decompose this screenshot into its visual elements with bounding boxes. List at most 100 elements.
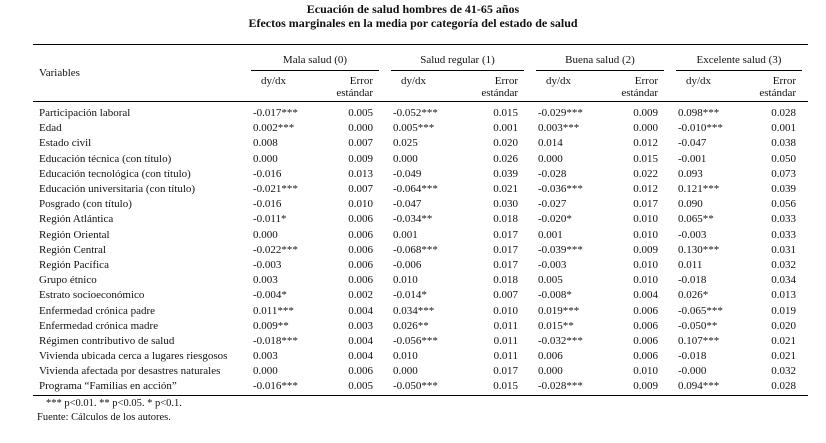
std-error-cell: 0.006 bbox=[348, 365, 373, 378]
std-error-cell: 0.017 bbox=[493, 228, 518, 241]
dydx-cell: -0.016 bbox=[253, 198, 282, 211]
dydx-header: dy/dx bbox=[530, 74, 606, 102]
dydx-cell: 0.034*** bbox=[393, 304, 435, 317]
dydx-cell: 0.000 bbox=[538, 365, 563, 378]
dydx-cell: -0.001 bbox=[678, 152, 707, 165]
std-error-cell: 0.017 bbox=[493, 243, 518, 256]
dydx-cell: 0.003 bbox=[253, 350, 278, 363]
std-error-cell: 0.039 bbox=[493, 167, 518, 180]
dydx-cell: 0.010 bbox=[393, 274, 418, 287]
std-error-cell: 0.034 bbox=[771, 274, 796, 287]
table-row: Vivienda ubicada cerca a lugares riesgos… bbox=[33, 349, 808, 364]
dydx-cell: 0.094*** bbox=[670, 379, 746, 396]
dydx-cell: -0.036*** bbox=[538, 183, 583, 196]
dydx-cell: -0.027 bbox=[538, 198, 567, 211]
variable-name: Educación tecnológica (con título) bbox=[39, 167, 191, 180]
std-error-cell: 0.010 bbox=[633, 213, 658, 226]
dydx-cell: -0.022*** bbox=[253, 243, 298, 256]
dydx-header: dy/dx bbox=[385, 74, 461, 102]
dydx-cell: 0.005*** bbox=[393, 122, 435, 135]
dydx-cell: -0.064*** bbox=[393, 183, 438, 196]
dydx-cell: 0.000 bbox=[393, 365, 418, 378]
std-error-cell: 0.004 bbox=[348, 334, 373, 347]
std-error-header: Error estándar bbox=[606, 74, 670, 102]
std-error-header: Error estándar bbox=[461, 74, 530, 102]
dydx-cell: 0.001 bbox=[393, 228, 418, 241]
std-error-cell: 0.018 bbox=[493, 274, 518, 287]
std-error-cell: 0.010 bbox=[633, 258, 658, 271]
std-error-cell: 0.031 bbox=[771, 243, 796, 256]
variable-name: Estado civil bbox=[39, 137, 92, 150]
dydx-cell: 0.008 bbox=[253, 137, 278, 150]
dydx-cell: 0.026* bbox=[678, 289, 709, 302]
table-row: Posgrado (con título) -0.016 0.010 -0.047 0.… bbox=[33, 197, 808, 212]
variable-name: Región Central bbox=[39, 243, 106, 256]
std-error-cell: 0.030 bbox=[493, 198, 518, 211]
std-error-cell: 0.039 bbox=[771, 183, 796, 196]
std-error-cell: 0.012 bbox=[633, 183, 658, 196]
table-row: Edad 0.002*** 0.000 0.005*** 0.001 0.003*** 0.… bbox=[33, 121, 808, 136]
dydx-header: dy/dx bbox=[245, 74, 321, 102]
std-error-cell: 0.006 bbox=[633, 304, 658, 317]
dydx-cell: 0.002*** bbox=[253, 122, 295, 135]
variable-name: Posgrado (con título) bbox=[39, 198, 132, 211]
dydx-cell: 0.003 bbox=[253, 274, 278, 287]
dydx-cell: 0.130*** bbox=[678, 243, 720, 256]
dydx-cell: -0.021*** bbox=[253, 183, 298, 196]
source-note: Fuente: Cálculos de los autores. bbox=[37, 412, 171, 423]
dydx-cell: 0.000 bbox=[253, 228, 278, 241]
std-error-cell: 0.005 bbox=[321, 379, 385, 396]
group-header: Salud regular (1) bbox=[385, 44, 530, 74]
dydx-cell: -0.017*** bbox=[253, 107, 298, 120]
dydx-cell: -0.028*** bbox=[530, 379, 606, 396]
dydx-cell: 0.011 bbox=[678, 258, 703, 271]
std-error-cell: 0.020 bbox=[493, 137, 518, 150]
dydx-cell: -0.028 bbox=[538, 167, 567, 180]
dydx-cell: 0.026** bbox=[393, 319, 429, 332]
dydx-cell: -0.003 bbox=[678, 228, 707, 241]
std-error-cell: 0.033 bbox=[771, 213, 796, 226]
dydx-cell: -0.068*** bbox=[393, 243, 438, 256]
table-row: Región Central -0.022*** 0.006 -0.068*** 0.0… bbox=[33, 243, 808, 258]
std-error-cell: 0.021 bbox=[493, 183, 518, 196]
dydx-cell: -0.052*** bbox=[393, 107, 438, 120]
dydx-cell: -0.003 bbox=[253, 258, 282, 271]
dydx-cell: 0.000 bbox=[253, 365, 278, 378]
std-error-cell: 0.010 bbox=[348, 198, 373, 211]
table-row: Vivienda afectada por desastres naturale… bbox=[33, 364, 808, 379]
std-error-cell: 0.004 bbox=[348, 350, 373, 363]
variable-name: Edad bbox=[39, 122, 62, 135]
std-error-cell: 0.015 bbox=[461, 379, 530, 396]
dydx-cell: -0.047 bbox=[678, 137, 707, 150]
dydx-cell: 0.014 bbox=[538, 137, 563, 150]
std-error-cell: 0.017 bbox=[633, 198, 658, 211]
dydx-cell: -0.039*** bbox=[538, 243, 583, 256]
table-row: Estado civil 0.008 0.007 0.025 0.020 0.014 0.0… bbox=[33, 136, 808, 151]
std-error-cell: 0.006 bbox=[348, 213, 373, 226]
std-error-cell: 0.073 bbox=[771, 167, 796, 180]
dydx-cell: -0.018*** bbox=[253, 334, 298, 347]
std-error-cell: 0.006 bbox=[348, 258, 373, 271]
std-error-cell: 0.004 bbox=[633, 289, 658, 302]
std-error-cell: 0.028 bbox=[771, 107, 796, 120]
std-error-cell: 0.009 bbox=[633, 243, 658, 256]
table-row: Grupo étnico 0.003 0.006 0.010 0.018 0.005 0.0… bbox=[33, 273, 808, 288]
dydx-cell: -0.016*** bbox=[245, 379, 321, 396]
dydx-cell: 0.065** bbox=[678, 213, 714, 226]
group-header: Excelente salud (3) bbox=[670, 44, 808, 74]
variable-name: Enfermedad crónica padre bbox=[39, 304, 156, 317]
std-error-cell: 0.019 bbox=[771, 304, 796, 317]
variables-header: Variables bbox=[33, 44, 245, 102]
table-row: Enfermedad crónica madre 0.009** 0.003 0.02… bbox=[33, 319, 808, 334]
std-error-cell: 0.011 bbox=[493, 350, 518, 363]
std-error-header: Error estándar bbox=[746, 74, 808, 102]
dydx-cell: -0.016 bbox=[253, 167, 282, 180]
std-error-cell: 0.050 bbox=[771, 152, 796, 165]
std-error-cell: 0.010 bbox=[633, 228, 658, 241]
table-row: Educación técnica (con título) 0.000 0.009… bbox=[33, 152, 808, 167]
std-error-cell: 0.021 bbox=[771, 350, 796, 363]
table-row: Región Pacífica -0.003 0.006 -0.006 0.017 -0.… bbox=[33, 258, 808, 273]
std-error-cell: 0.009 bbox=[348, 152, 373, 165]
dydx-cell: -0.010*** bbox=[678, 122, 723, 135]
dydx-cell: 0.009** bbox=[253, 319, 289, 332]
